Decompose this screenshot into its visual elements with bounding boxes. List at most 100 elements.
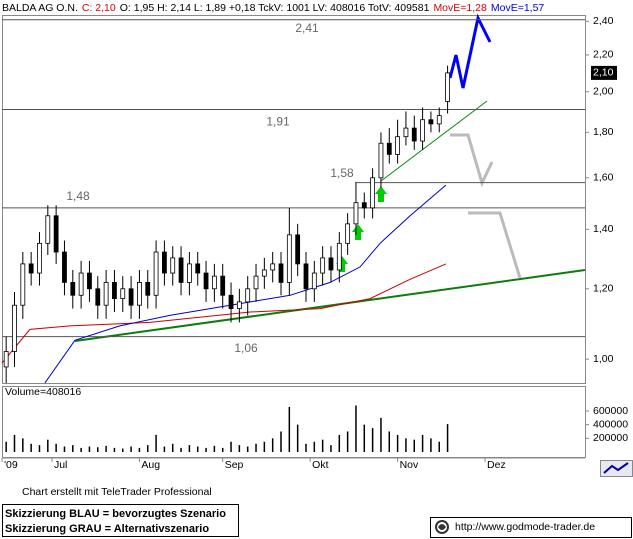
x-tick-label: Jul [54,459,67,471]
y-tick-label: 2,00 [593,85,614,97]
candle-body [178,257,184,283]
x-tick-label: '09 [4,459,18,471]
candle-body [295,234,301,265]
header-part: BALDA AG O.N. [2,2,78,14]
trendline [380,100,488,182]
volume-label: Volume=408016 [5,386,81,398]
y-tick-label: 2,40 [593,15,614,27]
volume-tick-label: 400000 [593,418,628,430]
level-label: 2,41 [295,21,319,35]
candle-body [37,242,42,274]
y-tick-label: 1,80 [593,126,614,138]
level-label: 1,58 [330,166,354,180]
moving-average [1,263,447,364]
candle-body [211,275,217,290]
arrow-up [352,224,364,240]
candle-body [270,263,276,271]
candle-body [245,288,251,303]
candle-body [103,282,109,306]
header-part: MovE=1,28 [433,2,487,14]
candle-body [162,251,167,274]
candle-body [261,269,267,277]
candle-body [220,275,226,296]
candle-body [411,127,417,142]
legend-box [2,504,239,537]
credit: Chart erstellt mit TeleTrader Profession… [22,486,212,498]
candle-body [345,223,351,244]
candle-body [137,282,142,306]
volume-tick-label: 600000 [593,405,628,417]
candle-body [12,304,17,352]
candle-body [78,272,84,296]
legend-gray: Skizzierung GRAU = Alternativszenario [5,523,209,535]
candle-body [311,272,317,290]
candle-body [428,119,434,125]
scenario-gray [450,133,494,188]
candle-body [120,288,126,299]
last-price-box [591,65,617,80]
price-panel [2,15,586,384]
candle-body [128,288,134,306]
candle-body [228,294,234,309]
candle-body [87,272,92,290]
candle-body [336,242,342,271]
level-label: 1,48 [66,189,90,203]
logo [435,520,449,534]
url: http://www.godmode-trader.de [455,521,595,533]
candle-body [278,263,284,283]
candle-body [195,263,201,274]
header-part: C: 2,10 [82,2,116,14]
corner-icon [600,460,633,477]
x-tick-label: Nov [400,459,419,471]
candle-body [170,257,176,274]
candle-body [361,202,367,209]
header-part: O: 1,95 H: 2,14 L: 1,89 +0,18 TckV: 1001… [120,2,430,14]
candle-body [386,142,392,155]
x-tick-label: Sep [225,459,244,471]
candle-body [403,127,409,138]
url-box [430,517,632,538]
candle-body [95,288,101,306]
candle-body [28,263,34,274]
candle-body [395,136,401,155]
candle-body [303,263,309,290]
x-tick-label: Okt [312,459,328,471]
candle-body [153,251,159,296]
arrow-up [375,186,387,202]
trendline [74,269,586,342]
candle-body [203,272,209,290]
x-tick-label: Dez [487,459,506,471]
candle-body [145,282,151,296]
candle-body [20,263,26,306]
y-tick-label: 1,00 [593,353,614,365]
candle-body [420,119,425,142]
scenario-gray [468,211,522,279]
last-price-label: 2,10 [593,67,614,79]
candle-body [70,282,76,296]
y-tick-label: 1,60 [593,172,614,184]
candle-body [445,72,450,102]
level-label: 1,91 [266,115,290,129]
moving-average [44,184,447,384]
candle-body [236,301,242,309]
volume-tick-label: 200000 [593,432,628,444]
header: BALDA AG O.N. C: 2,10 O: 1,95 H: 2,14 L: 1… [2,2,544,14]
candle-body [320,257,326,274]
candle-body [62,251,67,283]
icon-line [603,462,629,474]
y-tick-label: 2,20 [593,49,614,61]
legend-blue: Skizzierung BLAU = bevorzugtes Szenario [5,508,226,520]
scenario-blue [448,13,492,89]
level-label: 1,06 [234,341,258,355]
candle-body [370,177,376,209]
candle-body [45,215,51,244]
candle-body [436,115,442,125]
y-tick-label: 1,20 [593,283,614,295]
header-part: MovE=1,57 [491,2,545,14]
candle-body [53,215,59,253]
y-tick-label: 1,40 [593,223,614,235]
candle-body [378,142,384,179]
x-tick-label: Aug [141,459,160,471]
